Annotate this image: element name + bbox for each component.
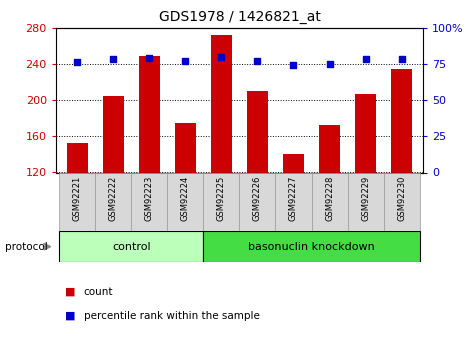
Text: GSM92224: GSM92224 <box>181 175 190 221</box>
Text: GSM92227: GSM92227 <box>289 175 298 221</box>
Text: GSM92225: GSM92225 <box>217 175 226 221</box>
Bar <box>139 56 160 172</box>
Bar <box>384 172 419 231</box>
Text: percentile rank within the sample: percentile rank within the sample <box>84 311 259 321</box>
Point <box>110 57 117 62</box>
Title: GDS1978 / 1426821_at: GDS1978 / 1426821_at <box>159 10 320 24</box>
Text: protocol: protocol <box>5 242 47 252</box>
Text: GSM92230: GSM92230 <box>397 175 406 221</box>
Text: basonuclin knockdown: basonuclin knockdown <box>248 242 375 252</box>
Point <box>362 57 369 62</box>
Text: count: count <box>84 287 113 296</box>
Bar <box>391 69 412 172</box>
Text: ■: ■ <box>65 311 76 321</box>
Bar <box>246 91 268 172</box>
Bar <box>103 96 124 172</box>
Bar <box>95 172 132 231</box>
Point <box>290 62 297 68</box>
Point <box>218 54 225 59</box>
Bar <box>211 35 232 172</box>
Text: GSM92223: GSM92223 <box>145 175 154 221</box>
Point <box>326 61 333 67</box>
Bar <box>167 172 204 231</box>
Text: GSM92226: GSM92226 <box>253 175 262 221</box>
Point <box>254 58 261 64</box>
Bar <box>275 172 312 231</box>
Point <box>398 57 405 62</box>
Bar <box>312 172 347 231</box>
Point <box>146 55 153 61</box>
Text: ■: ■ <box>65 287 76 296</box>
Bar <box>132 172 167 231</box>
Text: GSM92221: GSM92221 <box>73 175 82 221</box>
Text: GSM92222: GSM92222 <box>109 175 118 221</box>
Bar <box>60 231 204 262</box>
Bar <box>239 172 275 231</box>
Bar <box>355 94 376 172</box>
Bar <box>60 172 95 231</box>
Text: GSM92229: GSM92229 <box>361 175 370 221</box>
Bar <box>175 123 196 172</box>
Bar <box>347 172 384 231</box>
Bar <box>204 172 239 231</box>
Text: GSM92228: GSM92228 <box>325 175 334 221</box>
Bar <box>204 231 419 262</box>
Bar <box>283 155 304 172</box>
Bar <box>66 142 88 172</box>
Point <box>73 60 81 65</box>
Text: control: control <box>112 242 151 252</box>
Point <box>182 58 189 64</box>
Bar <box>319 125 340 172</box>
